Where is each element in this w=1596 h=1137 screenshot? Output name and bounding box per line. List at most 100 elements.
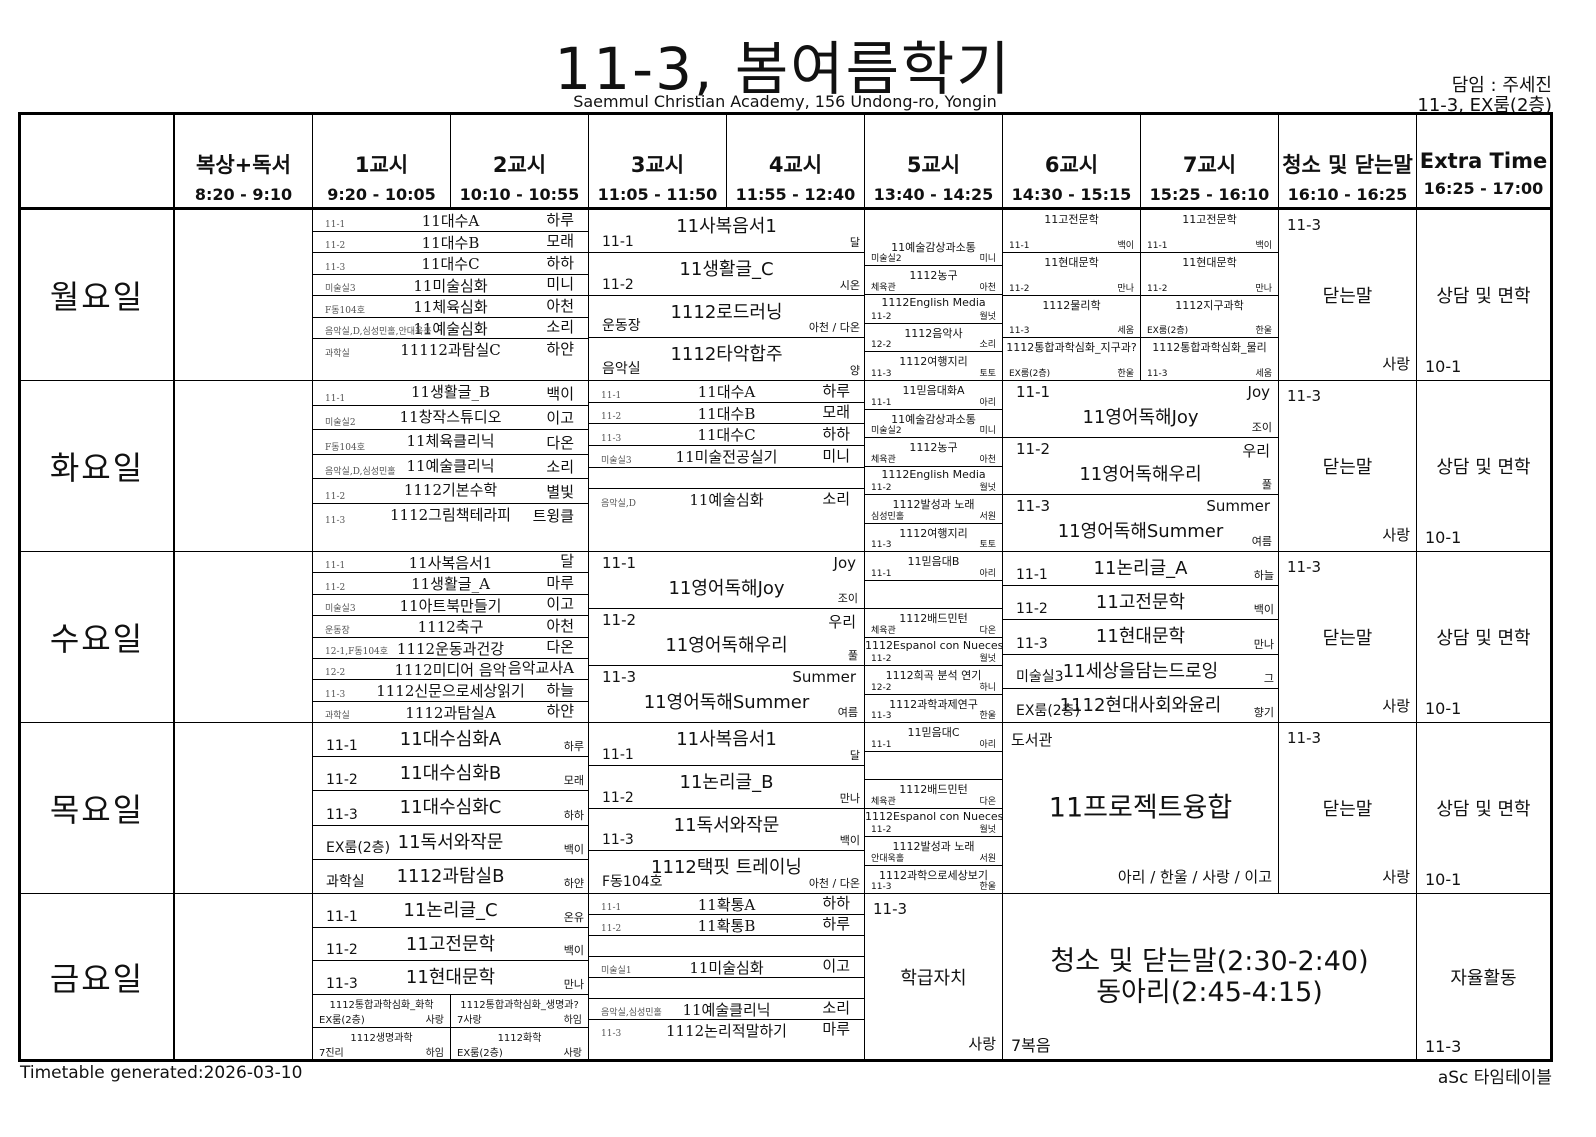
lesson-entry[interactable]: 11논리글_B 11-2 만나: [589, 766, 864, 809]
timetable-cell[interactable]: 자율활동 11-3: [1417, 894, 1550, 1060]
lesson-entry[interactable]: 1112English Media 11-2 월넛: [865, 295, 1002, 324]
lesson-entry[interactable]: 1112운동과건강 12-1,F동104호 다온: [313, 638, 588, 659]
lesson-entry[interactable]: [865, 752, 1002, 780]
lesson-entry[interactable]: 1112희곡 분석 연기 12-2 하니: [865, 666, 1002, 695]
lesson-entry[interactable]: 11대수C 11-3 하하: [589, 424, 864, 446]
lesson-entry[interactable]: 11체육클리닉 F동104호 다온: [313, 430, 588, 455]
lesson-entry[interactable]: 1112그림책테라피 11-3 트윙클: [313, 504, 588, 528]
lesson-entry[interactable]: 1112로드러닝 운동장 아천 / 다온: [589, 296, 864, 339]
lesson-entry[interactable]: 1112택핏 트레이닝 F동104호 아천 / 다온: [589, 851, 864, 893]
lesson-entry[interactable]: 11고전문학 11-1 백이: [1141, 210, 1278, 253]
lesson-entry[interactable]: 11대수심화C 11-3 하하: [313, 791, 588, 826]
lesson-entry[interactable]: 1112배드민턴 체육관 다온: [865, 780, 1002, 809]
lesson-entry[interactable]: 11체육심화 F동104호 아천: [313, 296, 588, 318]
lesson-entry[interactable]: 11112과탐실C 과학실 하얀: [313, 339, 588, 360]
lesson-entry[interactable]: 11생활글_C 11-2 시온: [589, 253, 864, 296]
lesson-entry[interactable]: [589, 468, 864, 490]
lesson-entry[interactable]: 11논리글_C 11-1 온유: [313, 894, 588, 928]
timetable-cell[interactable]: 도서관 11프로젝트융합 아리 / 한울 / 사랑 / 이고: [1003, 723, 1279, 894]
lesson-entry[interactable]: 11영어독해Joy 11-1 Joy 조이: [589, 552, 864, 609]
lesson-entry[interactable]: 11고전문학 11-2 백이: [313, 928, 588, 962]
lesson-entry[interactable]: 1112통합과학심화_화학 EX룸(2층) 사랑: [313, 995, 450, 1028]
timetable-cell[interactable]: 상담 및 면학 10-1: [1417, 723, 1550, 894]
timetable-cell[interactable]: 11-3 닫는말 사랑: [1279, 210, 1417, 381]
lesson-entry[interactable]: 11미술심화 미술실3 미니: [313, 275, 588, 296]
lesson-entry[interactable]: 1112미디어 음악 12-2 음악교사A: [313, 659, 588, 681]
lesson-entry[interactable]: 1112과탐실B 과학실 하얀: [313, 860, 588, 893]
lesson-entry[interactable]: 11현대문학 11-3 만나: [313, 961, 588, 995]
lesson-entry[interactable]: 11대수B 11-2 모래: [589, 403, 864, 425]
timetable-cell[interactable]: 상담 및 면학 10-1: [1417, 552, 1550, 723]
lesson-entry[interactable]: 1112통합과학심화_물리 11-3 세움: [1141, 338, 1278, 380]
lesson-entry[interactable]: 11미술심화 미술실1 이고: [589, 957, 864, 978]
lesson-entry[interactable]: 1112발성과 노래 안대욱홀 서원: [865, 837, 1002, 866]
lesson-entry[interactable]: 11독서와작문 11-3 백이: [589, 809, 864, 852]
lesson-entry[interactable]: 11창작스튜디오 미술실2 이고: [313, 406, 588, 431]
lesson-entry[interactable]: 11확통B 11-2 하루: [589, 915, 864, 936]
lesson-entry[interactable]: [589, 936, 864, 957]
timetable-cell[interactable]: 11-3 학급자치 사랑: [865, 894, 1003, 1060]
lesson-entry[interactable]: 11대수A 11-1 하루: [589, 381, 864, 403]
lesson-entry[interactable]: 11대수심화A 11-1 하루: [313, 723, 588, 758]
lesson-entry[interactable]: [865, 581, 1002, 609]
lesson-entry[interactable]: 1112발성과 노래 심성민홀 서원: [865, 495, 1002, 524]
lesson-entry[interactable]: 11세상을담는드로잉 미술실3 그: [1003, 655, 1278, 689]
lesson-entry[interactable]: 1112통합과학심화_지구과? EX룸(2층) 한울: [1003, 338, 1140, 380]
lesson-entry[interactable]: 11믿음대B 11-1 아리: [865, 552, 1002, 581]
lesson-entry[interactable]: 1112지구과학 EX룸(2층) 한울: [1141, 296, 1278, 339]
lesson-entry[interactable]: 1112논리적말하기 11-3 마루: [589, 1020, 864, 1040]
lesson-entry[interactable]: 11예술클리닉 음악실,심성민홀 소리: [589, 999, 864, 1020]
lesson-entry[interactable]: 11사복음서1 11-1 달: [589, 723, 864, 766]
lesson-entry[interactable]: 11독서와작문 EX룸(2층) 백이: [313, 826, 588, 860]
lesson-entry[interactable]: 1112현대사회와윤리 EX룸(2층) 향기: [1003, 689, 1278, 722]
lesson-entry[interactable]: 1112기본수학 11-2 별빛: [313, 479, 588, 504]
lesson-entry[interactable]: 1112농구 체육관 아천: [865, 438, 1002, 467]
lesson-entry[interactable]: 11고전문학 11-2 백이: [1003, 586, 1278, 621]
lesson-entry[interactable]: 1112여행지리 11-3 토토: [865, 524, 1002, 552]
lesson-entry[interactable]: 11생활글_A 11-2 마루: [313, 573, 588, 595]
lesson-entry[interactable]: 11현대문학 11-3 만나: [1003, 620, 1278, 655]
lesson-entry[interactable]: 1112과학으로세상보기 11-3 한울: [865, 866, 1002, 894]
lesson-entry[interactable]: 1112배드민턴 체육관 다온: [865, 609, 1002, 638]
lesson-entry[interactable]: 11대수심화B 11-2 모래: [313, 757, 588, 792]
lesson-entry[interactable]: 11현대문학 11-2 만나: [1003, 253, 1140, 296]
timetable-cell[interactable]: 상담 및 면학 10-1: [1417, 381, 1550, 552]
lesson-entry[interactable]: 11예술클리닉 음악실,D,심성민홀 소리: [313, 455, 588, 480]
lesson-entry[interactable]: [589, 978, 864, 999]
lesson-entry[interactable]: 11사복음서1 11-1 달: [313, 552, 588, 574]
lesson-entry[interactable]: 11대수C 11-3 하하: [313, 253, 588, 275]
timetable-cell[interactable]: 11-3 닫는말 사랑: [1279, 723, 1417, 894]
lesson-entry[interactable]: 11믿음대화A 11-1 아리: [865, 381, 1002, 410]
lesson-entry[interactable]: 1112축구 운동장 아천: [313, 616, 588, 638]
lesson-entry[interactable]: 11고전문학 11-1 백이: [1003, 210, 1140, 253]
lesson-entry[interactable]: 11아트북만들기 미술실3 이고: [313, 595, 588, 617]
lesson-entry[interactable]: 1112농구 체육관 아천: [865, 266, 1002, 296]
timetable-cell[interactable]: 11-3 닫는말 사랑: [1279, 381, 1417, 552]
timetable-cell[interactable]: 상담 및 면학 10-1: [1417, 210, 1550, 381]
lesson-entry[interactable]: 11미술전공실기 미술실3 미니: [589, 446, 864, 468]
lesson-entry[interactable]: 1112신문으로세상읽기 11-3 하늘: [313, 680, 588, 702]
lesson-entry[interactable]: 1112English Media 11-2 월넛: [865, 467, 1002, 495]
lesson-entry[interactable]: 1112화학 EX룸(2층) 사랑: [451, 1028, 588, 1060]
timetable-cell[interactable]: 11-3 닫는말 사랑: [1279, 552, 1417, 723]
lesson-entry[interactable]: 1112음악사 12-2 소리: [865, 324, 1002, 353]
lesson-entry[interactable]: 11확통A 11-1 하하: [589, 894, 864, 915]
lesson-entry[interactable]: 1112물리학 11-3 세움: [1003, 296, 1140, 339]
lesson-entry[interactable]: 11영어독해우리 11-2 우리 풀: [1003, 438, 1278, 495]
lesson-entry[interactable]: 11예술심화 음악실,D,심성민홀,안대욱홀 소리: [313, 318, 588, 339]
lesson-entry[interactable]: 11영어독해우리 11-2 우리 풀: [589, 609, 864, 666]
lesson-entry[interactable]: 11영어독해Summer 11-3 Summer 여름: [589, 666, 864, 722]
lesson-entry[interactable]: 1112타악합주 음악실 양: [589, 338, 864, 380]
lesson-entry[interactable]: 11생활글_B 11-1 백이: [313, 381, 588, 406]
lesson-entry[interactable]: 11예술감상과소통 미술실2 미니: [865, 410, 1002, 438]
lesson-entry[interactable]: 1112생명과학 7진리 하임: [313, 1028, 450, 1060]
lesson-entry[interactable]: 1112Espanol con Nueces 11-2 월넛: [865, 638, 1002, 666]
lesson-entry[interactable]: 11사복음서1 11-1 달: [589, 210, 864, 253]
lesson-entry[interactable]: 1112Espanol con Nueces 11-2 월넛: [865, 809, 1002, 837]
lesson-entry[interactable]: 1112여행지리 11-3 토토: [865, 352, 1002, 380]
lesson-entry[interactable]: 11논리글_A 11-1 하늘: [1003, 552, 1278, 587]
lesson-entry[interactable]: 11예술심화 음악실,D 소리: [589, 489, 864, 510]
timetable-cell[interactable]: 청소 및 닫는말(2:30-2:40) 동아리(2:45-4:15) 7복음: [1003, 894, 1417, 1060]
lesson-entry[interactable]: 11영어독해Joy 11-1 Joy 조이: [1003, 381, 1278, 438]
lesson-entry[interactable]: 11대수A 11-1 하루: [313, 210, 588, 232]
